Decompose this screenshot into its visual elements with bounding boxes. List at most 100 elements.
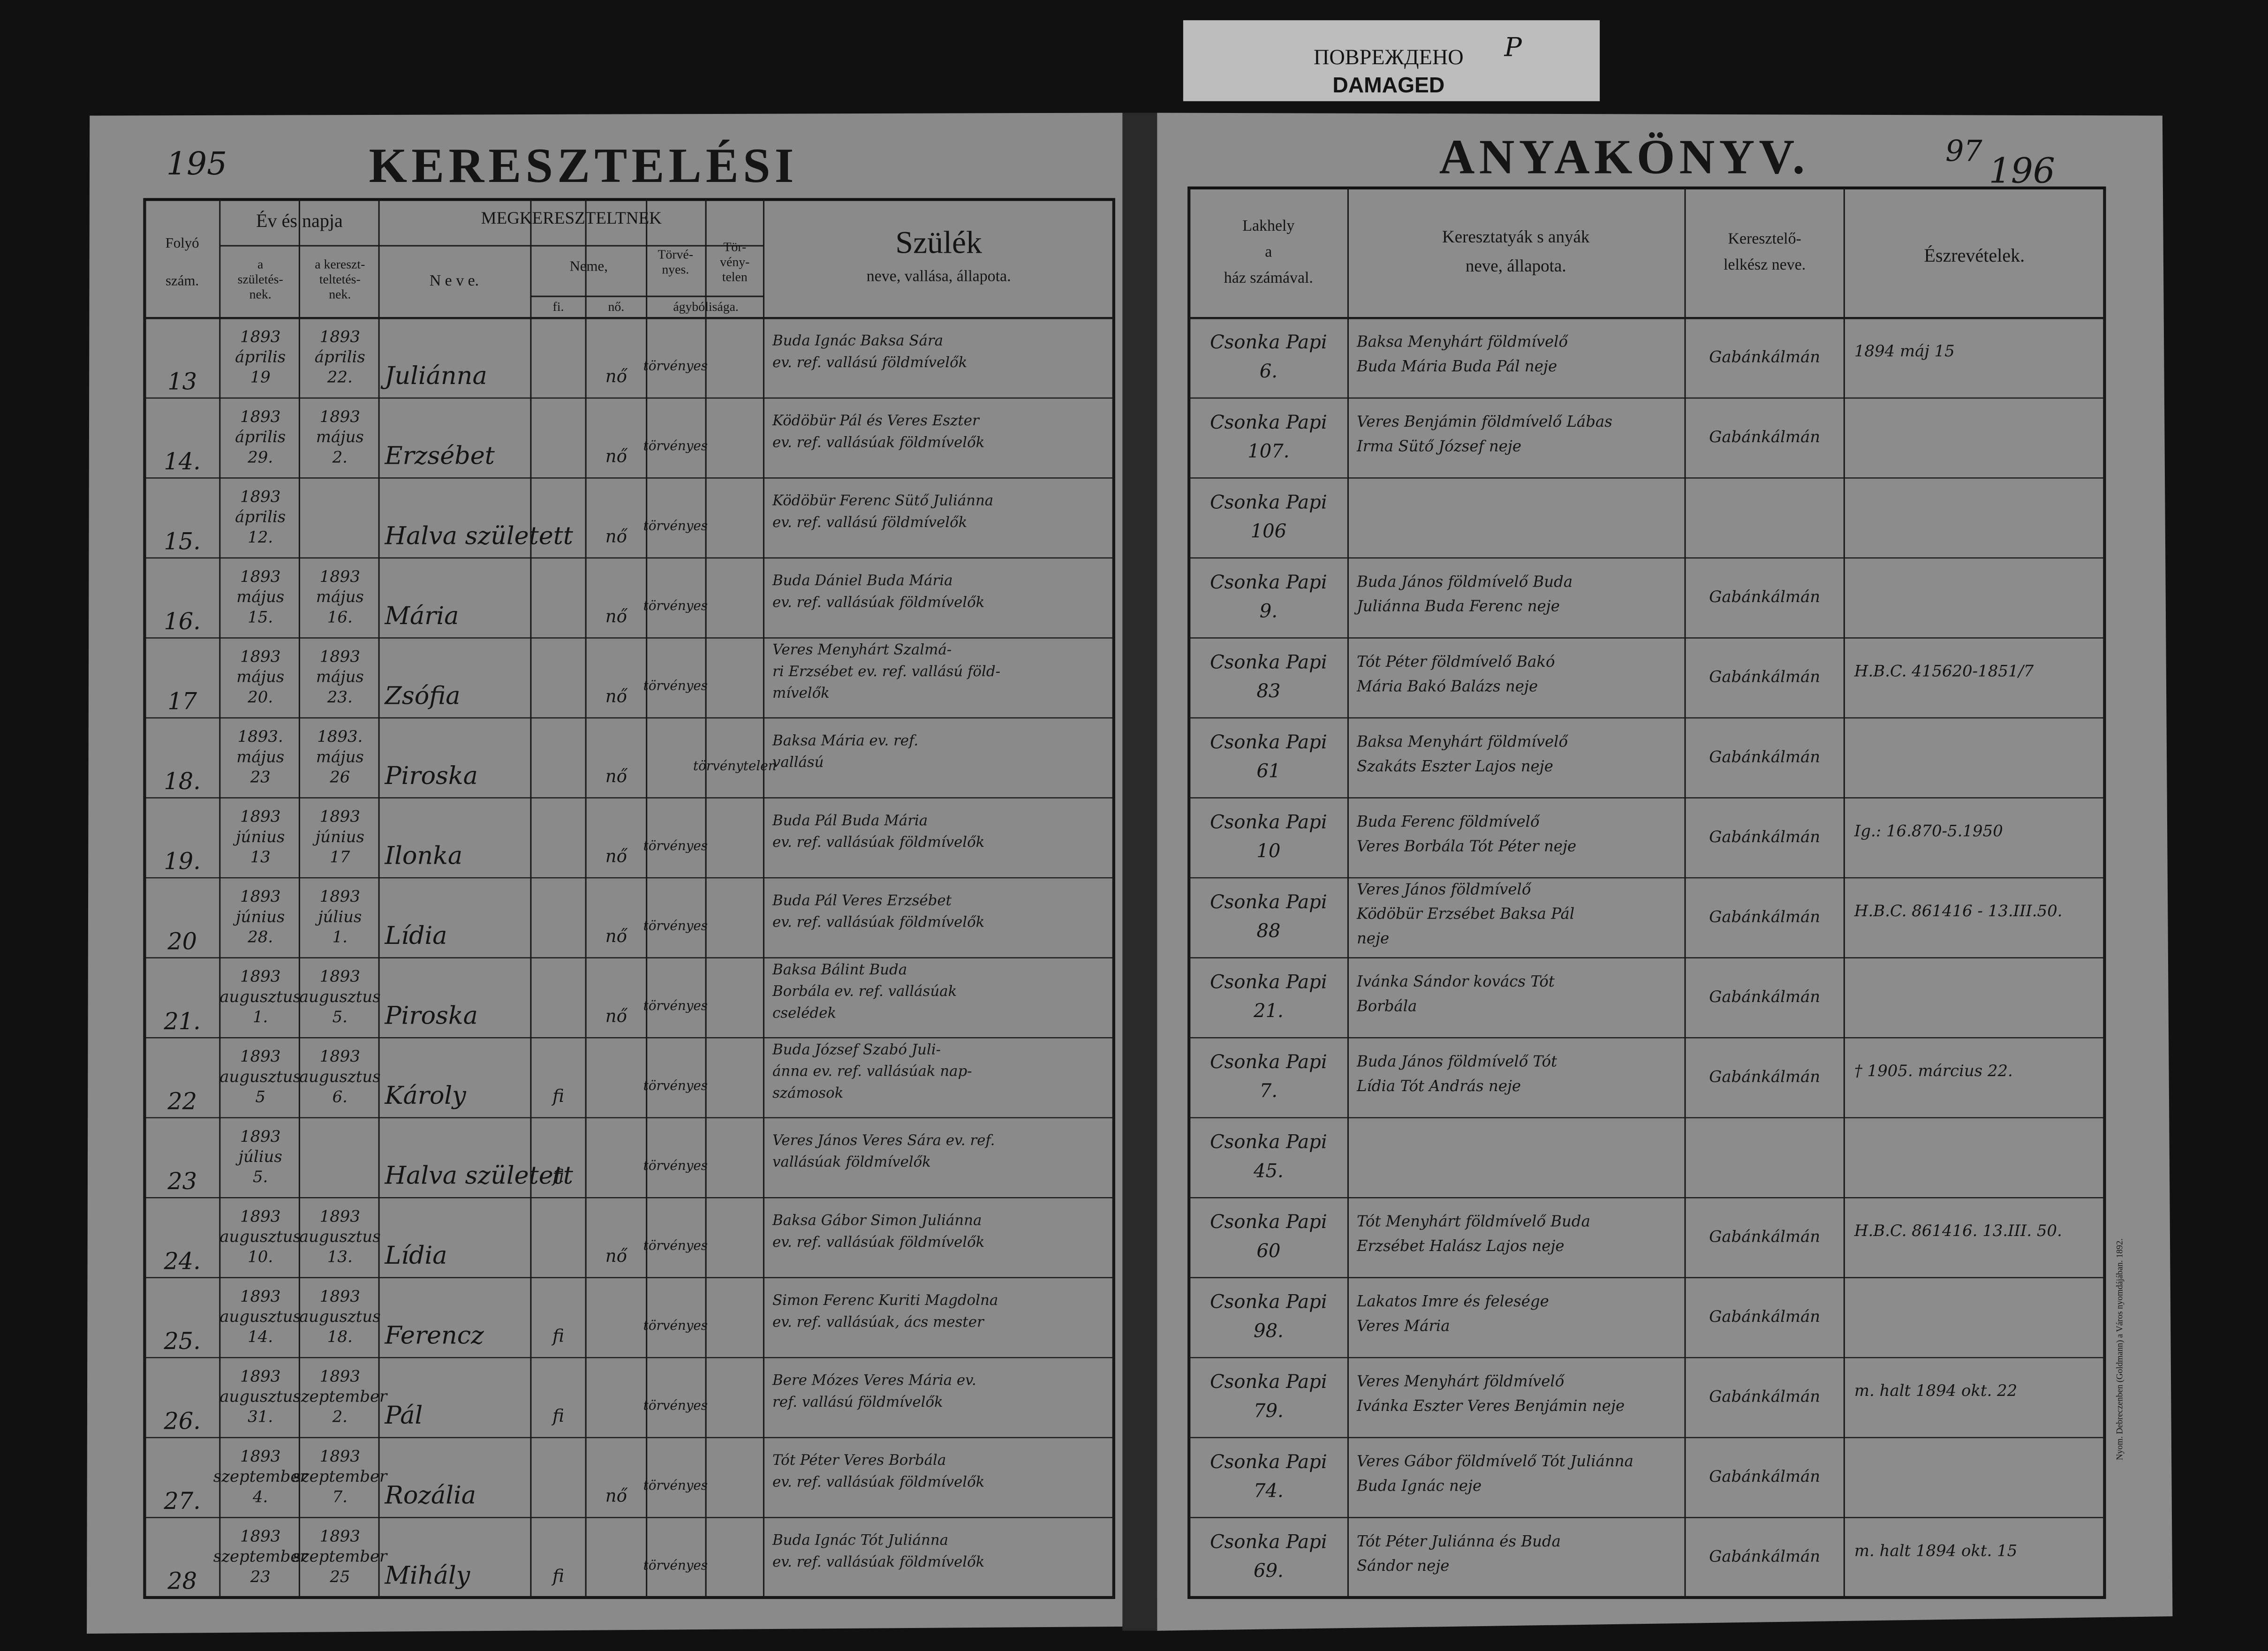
legitimate: törvényes [643,1318,708,1333]
baptism-date: 2. [332,1408,348,1426]
header: ágybólisága. [673,300,739,314]
residence: 69. [1254,1560,1284,1582]
notes: H.B.C. 415620-1851/7 [1854,662,2034,680]
birth-date: 1893 [240,1207,280,1225]
baptism-date: 26 [329,768,350,786]
birth-date: 1893 [240,327,280,346]
birth-date: 1893 [240,567,280,586]
residence: 10 [1256,840,1280,862]
header: Neme, [570,258,608,274]
residence: 74. [1254,1480,1284,1501]
birth-date: 29. [247,448,273,466]
residence: Csonka Papi [1210,1131,1327,1153]
birth-date: szeptember [213,1467,309,1485]
parents: számosok [772,1085,843,1101]
sex-female: nő [605,526,628,546]
birth-date: május [236,747,284,766]
birth-date: 1893 [240,887,280,905]
child-name: Mária [384,602,459,630]
parents: Bere Mózes Veres Mária ev. [772,1372,976,1389]
birth-date: 1. [253,1008,268,1026]
baptism-date: augusztus [299,988,381,1006]
residence: Csonka Papi [1210,1371,1327,1393]
right-page [1151,113,2173,1631]
residence: Csonka Papi [1210,811,1327,833]
parents: Buda József Szabó Juli- [772,1041,941,1058]
parents: cselédek [772,1004,836,1021]
residence: 83 [1256,680,1280,702]
baptism-date: május [316,668,364,686]
residence: Csonka Papi [1210,891,1327,913]
parents: Veres Menyhárt Szalmá- [772,641,952,658]
godparents: Veres Borbála Tót Péter neje [1357,837,1576,855]
header: Folyó [166,235,199,251]
child-name: Halva született [384,521,573,550]
residence: Csonka Papi [1210,1051,1327,1073]
birth-date: 5. [253,1168,268,1186]
entry-number: 23 [167,1168,197,1195]
residence: Csonka Papi [1210,491,1327,513]
notes: m. halt 1894 okt. 15 [1854,1541,2017,1560]
priest-name: Gabánkálmán [1709,1307,1820,1326]
residence: 79. [1254,1400,1284,1422]
residence: 60 [1256,1240,1280,1262]
parents: Buda Ignác Baksa Sára [772,332,943,349]
residence: 98. [1254,1320,1284,1342]
header: születés- [238,272,283,287]
child-name: Lídia [384,921,447,950]
birth-date: április [235,428,286,446]
priest-name: Gabánkálmán [1709,988,1820,1006]
sex-female: nő [605,1486,628,1506]
baptism-date: 23. [327,688,353,706]
birth-date: 1893 [240,1047,280,1065]
baptism-date: 1893 [320,887,360,905]
godparents: Tót Menyhárt földmívelő Buda [1357,1213,1590,1230]
parents: Baksa Gábor Simon Juliánna [772,1212,982,1229]
parents: ev. ref. vallásúak, ács mester [772,1313,985,1330]
sex-female: nő [605,446,628,467]
residence: 9. [1260,601,1278,622]
legitimate: törvényes [643,1398,708,1413]
godparents: Irma Sütő József neje [1356,437,1521,455]
baptism-date: 17 [330,848,350,866]
page-number: 97 [1945,134,1982,168]
parents: ev. ref. vallásúak földmívelők [772,914,984,931]
godparents: Tót Péter Juliánna és Buda [1357,1532,1561,1550]
child-name: Piroska [384,761,478,790]
stamp-ru: ПОВРЕЖДЕНО [1314,45,1464,69]
baptism-date: augusztus [299,1307,381,1326]
residence: Csonka Papi [1210,1291,1327,1313]
entry-number: 13 [167,368,197,395]
page-title: ANYAKÖNYV. [1439,129,1809,184]
header: nyes. [662,262,689,277]
residence: 7. [1260,1080,1278,1102]
header: Törvé- [658,248,694,262]
baptism-date: 1893 [320,648,360,666]
legitimate: törvényes [643,1478,708,1493]
header: Észrevételek. [1924,245,2025,266]
godparents: Baksa Menyhárt földmívelő [1356,333,1569,351]
header: Tör- [723,240,746,255]
header: teltetés- [319,272,361,287]
birth-date: 1893 [240,807,280,826]
godparents: Buda Ferenc földmívelő [1356,813,1540,830]
child-name: Erzsébet [384,442,495,470]
baptism-date: 2. [332,448,348,466]
godparents: Lakatos Imre és felesége [1356,1292,1549,1310]
child-name: Ilonka [384,841,462,870]
sex-female: nő [605,366,628,386]
baptism-date: május [316,747,364,766]
header: lelkész neve. [1724,256,1806,273]
baptism-date: július [315,907,362,926]
legitimate: törvényes [643,1237,708,1253]
godparents: Sándor neje [1357,1557,1449,1575]
header: Keresztatyák s anyák [1442,227,1590,247]
baptism-date: 1893 [320,1207,360,1225]
godparents: Veres Mária [1357,1317,1450,1335]
header: Lakhely [1242,217,1294,234]
birth-date: 13 [250,848,271,866]
entry-number: 16. [164,608,200,635]
entry-number: 27. [163,1487,200,1515]
notes: H.B.C. 861416 - 13.III.50. [1854,902,2063,920]
parents: Ködöbür Pál és Veres Eszter [772,412,980,429]
